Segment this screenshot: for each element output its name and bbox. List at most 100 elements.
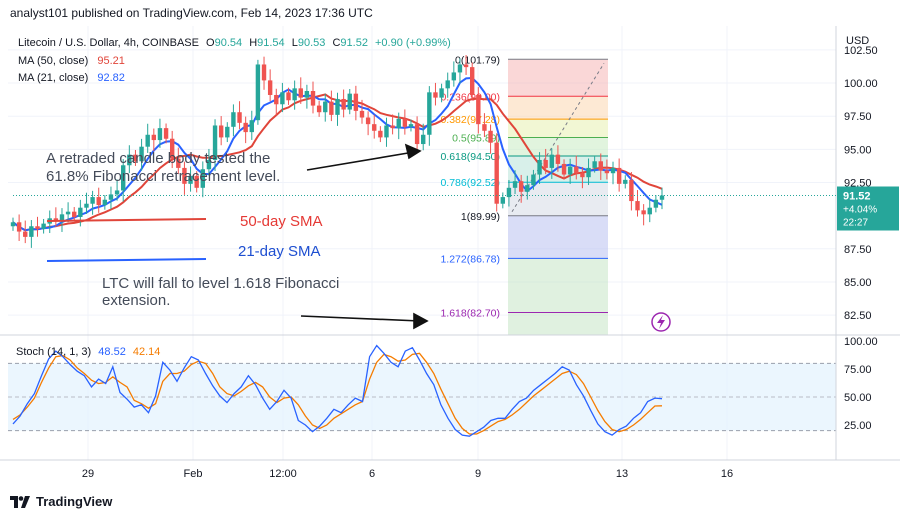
candle-body [23,231,28,237]
header-text: published on [71,6,140,20]
candle-body [555,154,561,164]
candle-body [231,112,236,127]
candle-body [586,167,591,178]
ma21-value: 92.82 [97,72,125,84]
candle-body [41,223,46,229]
candle-body [598,161,603,171]
publish-date: Feb 14, 2023 17:36 UTC [240,6,373,20]
candle-body [372,124,377,131]
candle-body [316,105,322,113]
publish-header: analyst101 published on TradingView.com,… [10,6,373,20]
time-tick-label: 12:00 [269,468,297,480]
candle-body [29,226,34,237]
candle-body [157,128,163,141]
candle-body [292,88,297,101]
fib-level-label: 0.382(97.28) [440,114,500,126]
time-tick-label: 13 [616,468,628,480]
arrow-to-fib-618 [306,143,422,171]
time-tick-label: 29 [82,468,94,480]
candle-body [127,154,132,166]
candle-body [114,190,120,195]
ma50-label: MA (50, close) [18,55,88,67]
symbol-label: Litecoin / U.S. Dollar, 4h, COINBASE [18,37,199,49]
ma50-value: 95.21 [97,55,125,67]
candle-body [267,80,273,95]
fib-zone [508,96,608,120]
close-label: C [332,37,340,49]
fib-level-label: 1.272(86.78) [440,253,500,265]
candle-body [323,101,328,113]
candle-body [84,203,89,208]
candle-body [218,125,224,138]
stoch-k-line [12,344,663,437]
fib-trend-line [511,63,605,213]
candle-body [329,101,334,115]
candle-body [365,117,371,125]
stoch-d-value: 42.14 [133,346,161,358]
candle-body [439,88,444,98]
candle-body [512,181,518,188]
candle-body [647,207,652,215]
candle-body [537,159,542,175]
price-tick-label: 97.50 [844,111,872,123]
candle-body [659,195,665,200]
lightning-icon[interactable] [651,312,671,332]
candle-body [133,154,138,162]
candle-body [494,142,499,204]
last-price-change: +4.04% [843,204,877,215]
site-name[interactable]: TradingView.com [142,6,234,20]
price-tick-label: 95.00 [844,144,872,156]
candle-body [445,80,450,89]
candle-body [610,167,616,174]
annotation-sma50-label: 50-day SMA [240,213,323,230]
fib-level-label: 1.618(82.70) [440,307,500,319]
candle-body [629,179,634,202]
candle-body [408,124,414,127]
candle-body [353,93,359,111]
annotation-note-2-line-1: LTC will fall to level 1.618 Fibonacci [102,275,339,292]
candle-body [641,210,646,215]
candle-body [298,88,303,98]
candle-body [145,134,150,147]
footer[interactable]: TradingView [10,494,112,509]
candle-body [225,126,230,138]
fib-level-label: 0.5(95.89) [452,133,500,145]
candle-body [390,125,395,129]
annotation-note-1-line-1: A retraded candle body tested the [46,150,270,167]
fib-zone [508,119,608,138]
ma21-label: MA (21, close) [18,72,88,84]
candle-body [108,194,114,200]
time-tick-label: 16 [721,468,733,480]
footer-brand: TradingView [36,494,113,509]
stoch-tick-label: 100.00 [844,336,878,348]
annotation-note-2-line-2: extension. [102,292,170,309]
svg-text:MA (50, close) 95.21: MA (50, close) 95.21 [18,55,125,67]
time-tick-label: 9 [475,468,481,480]
high-label: H [249,37,257,49]
candle-body [169,138,175,159]
stoch-k-value: 48.52 [98,346,126,358]
candle-body [359,110,365,118]
candle-body [335,98,340,115]
candle-body [151,134,157,141]
fib-zone-tail [508,312,608,335]
candle-body [561,163,567,175]
candle-body [194,175,199,188]
low-label: L [292,37,298,49]
candle-body [414,124,420,145]
sma50-marker-line [46,218,207,222]
candle-body [139,146,144,162]
candle-body [525,185,530,192]
stoch-tick-label: 25.00 [844,420,872,432]
candle-body [549,154,554,168]
time-tick-label: Feb [184,468,203,480]
candle-body [243,122,248,133]
author-name[interactable]: analyst101 [10,6,69,20]
candle-body [476,94,481,125]
candle-body [310,91,316,106]
stoch-layer [12,344,663,437]
candle-body [65,211,71,215]
candle-body [384,125,389,138]
